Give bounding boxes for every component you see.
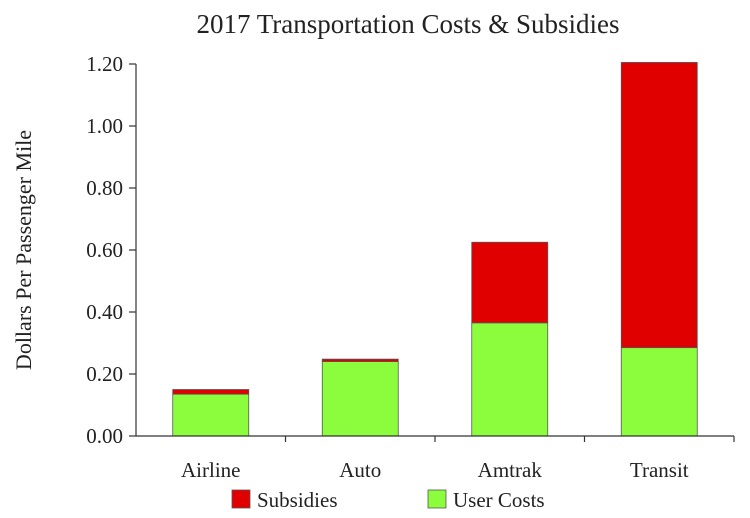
legend-label-subsidies: Subsidies: [257, 488, 338, 512]
bar-auto-subsidies: [321, 358, 399, 362]
x-category-label: Transit: [630, 458, 689, 482]
bars-group: [172, 62, 698, 437]
legend-label-user-costs: User Costs: [453, 488, 545, 512]
bar-airline-user-costs: [172, 393, 250, 437]
bar-transit-user-costs: [620, 347, 698, 437]
y-tick-label: 1.20: [86, 52, 123, 76]
legend-swatch-subsidies: [231, 489, 251, 509]
legend: Subsidies User Costs: [231, 488, 545, 512]
x-category-label: Airline: [181, 458, 240, 482]
category-labels-group: Airline Auto Amtrak Transit: [181, 458, 689, 482]
y-tick-label: 0.20: [86, 362, 123, 386]
bar-auto-user-costs: [321, 361, 399, 437]
bar-amtrak-user-costs: [471, 322, 549, 437]
bar-airline-subsidies: [172, 389, 250, 395]
legend-swatch-user-costs: [427, 489, 447, 509]
y-tick-label: 0.40: [86, 300, 123, 324]
bar-transit-subsidies: [620, 62, 698, 349]
x-category-label: Auto: [339, 458, 381, 482]
y-tick-label: 1.00: [86, 114, 123, 138]
bar-amtrak-subsidies: [471, 241, 549, 324]
y-ticks-group: 0.00 0.20 0.40 0.60 0.80 1.00 1.20: [86, 52, 136, 448]
y-tick-label: 0.60: [86, 238, 123, 262]
y-tick-label: 0.80: [86, 176, 123, 200]
y-tick-label: 0.00: [86, 424, 123, 448]
y-axis-label: Dollars Per Passenger Mile: [11, 130, 36, 370]
x-category-label: Amtrak: [478, 458, 543, 482]
chart-title: 2017 Transportation Costs & Subsidies: [196, 9, 619, 39]
